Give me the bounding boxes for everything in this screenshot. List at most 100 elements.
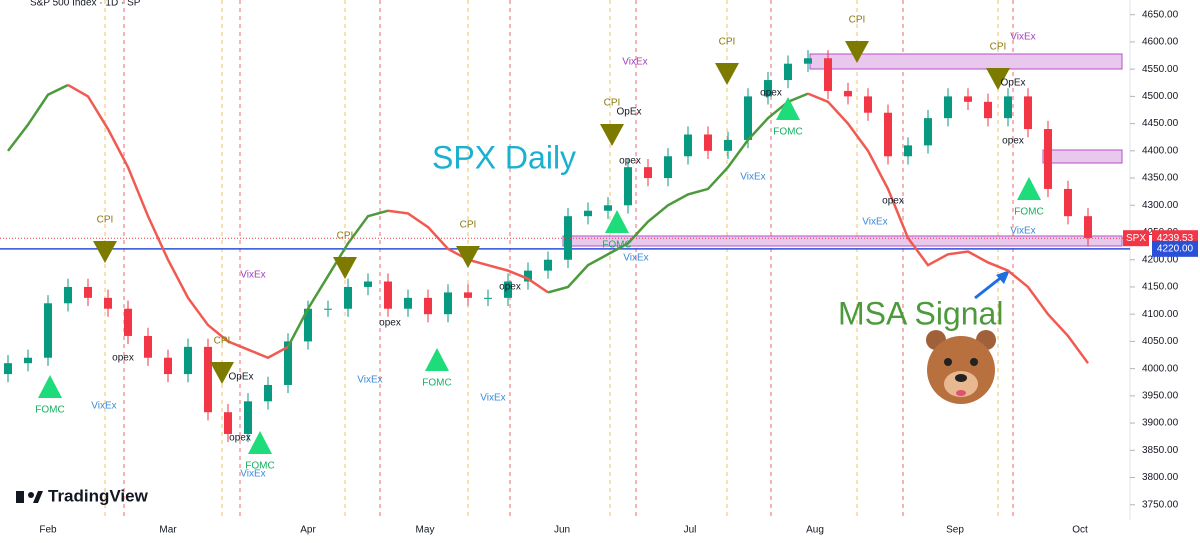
fomc-marker bbox=[248, 431, 272, 454]
y-tick-label: 4100.00 bbox=[1142, 309, 1179, 320]
y-tick-label: 4450.00 bbox=[1142, 118, 1179, 129]
candle-body bbox=[104, 297, 112, 309]
fomc-label: FOMC bbox=[35, 405, 64, 416]
signal-arrow bbox=[974, 274, 1004, 300]
y-tick-label: 4300.00 bbox=[1142, 200, 1179, 211]
y-tick-label: 3750.00 bbox=[1142, 499, 1179, 510]
candle-body bbox=[1044, 129, 1052, 189]
candle-body bbox=[504, 281, 512, 298]
candle-body bbox=[784, 63, 792, 81]
candle-body bbox=[964, 96, 972, 102]
cpi-marker bbox=[456, 246, 480, 268]
y-tick-label: 3950.00 bbox=[1142, 390, 1179, 401]
candle-body bbox=[924, 118, 932, 146]
candle-body bbox=[424, 297, 432, 315]
opex-label: opex bbox=[499, 282, 521, 293]
fomc-label: FOMC bbox=[773, 127, 802, 138]
candle-body bbox=[684, 134, 692, 157]
symbol-tag bbox=[1123, 230, 1149, 247]
opex-label: opex bbox=[619, 156, 641, 167]
x-tick-label: Oct bbox=[1072, 525, 1088, 536]
heading: SPX Daily bbox=[432, 139, 576, 175]
fomc-marker bbox=[605, 210, 629, 233]
cpi-label: CPI bbox=[337, 231, 354, 242]
candle-body bbox=[404, 297, 412, 309]
candle-body bbox=[4, 363, 12, 375]
cpi-label: CPI bbox=[97, 215, 114, 226]
candle-body bbox=[824, 58, 832, 91]
vixex-label: VixEx bbox=[1010, 32, 1035, 43]
candle-body bbox=[764, 80, 772, 97]
cpi-marker bbox=[210, 362, 234, 384]
candle-body bbox=[44, 303, 52, 358]
opex-label: OpEx bbox=[616, 107, 641, 118]
supply-zone bbox=[562, 235, 1123, 247]
candle-body bbox=[984, 101, 992, 119]
fomc-label: FOMC bbox=[422, 378, 451, 389]
cpi-label: CPI bbox=[214, 336, 231, 347]
candle-body bbox=[24, 357, 32, 364]
candle-body bbox=[124, 308, 132, 336]
cpi-marker bbox=[845, 41, 869, 63]
candle-body bbox=[904, 145, 912, 157]
opex-label: opex bbox=[379, 318, 401, 329]
vixex-label: VixEx bbox=[740, 172, 765, 183]
x-tick-label: Aug bbox=[806, 525, 824, 536]
vixex-label: VixEx bbox=[357, 375, 382, 386]
candle-body bbox=[304, 308, 312, 342]
vixex-label: VixEx bbox=[622, 57, 647, 68]
x-tick-label: Mar bbox=[159, 525, 177, 536]
vixex-label: VixEx bbox=[240, 469, 265, 480]
candle-body bbox=[144, 335, 152, 358]
opex-label: OpEx bbox=[1000, 78, 1025, 89]
candle-body bbox=[584, 210, 592, 217]
fomc-label: FOMC bbox=[1014, 207, 1043, 218]
candle-body bbox=[364, 281, 372, 287]
opex-label: opex bbox=[882, 196, 904, 207]
candle-body bbox=[224, 412, 232, 434]
candle-body bbox=[524, 270, 532, 282]
candle-body bbox=[324, 308, 332, 310]
opex-label: opex bbox=[760, 88, 782, 99]
logo bbox=[16, 491, 43, 503]
candle-body bbox=[64, 286, 72, 304]
candle-body bbox=[464, 292, 472, 298]
y-tick-label: 4500.00 bbox=[1142, 91, 1179, 102]
candle-body bbox=[884, 112, 892, 157]
opex-label: opex bbox=[1002, 136, 1024, 147]
fomc-marker bbox=[776, 97, 800, 120]
candle-body bbox=[1064, 188, 1072, 217]
signal-arrowhead bbox=[996, 270, 1010, 284]
cpi-label: CPI bbox=[849, 15, 866, 26]
vixex-label: VixEx bbox=[1010, 226, 1035, 237]
x-tick-label: Jul bbox=[684, 525, 697, 536]
opex-label: opex bbox=[229, 433, 251, 444]
price-tag-text: 4239.53 bbox=[1157, 233, 1194, 244]
candle-body bbox=[864, 96, 872, 113]
vixex-label: VixEx bbox=[91, 401, 116, 412]
opex-label: opex bbox=[112, 353, 134, 364]
candle-body bbox=[724, 139, 732, 151]
hline-tag-text: 4220.00 bbox=[1157, 243, 1194, 254]
y-tick-label: 4350.00 bbox=[1142, 173, 1179, 184]
x-tick-label: May bbox=[416, 525, 435, 536]
brand: TradingView bbox=[48, 486, 149, 505]
cpi-marker bbox=[333, 257, 357, 279]
candle-body bbox=[1004, 96, 1012, 119]
vixex-label: VixEx bbox=[240, 270, 265, 281]
y-tick-label: 4650.00 bbox=[1142, 9, 1179, 20]
candle-body bbox=[1084, 216, 1092, 238]
fomc-marker bbox=[38, 375, 62, 398]
y-tick-label: 3800.00 bbox=[1142, 472, 1179, 483]
candle-body bbox=[164, 357, 172, 375]
bear-icon bbox=[926, 330, 996, 404]
cpi-label: CPI bbox=[460, 220, 477, 231]
candle-body bbox=[1024, 96, 1032, 130]
candle-body bbox=[204, 346, 212, 413]
cpi-label: CPI bbox=[604, 98, 621, 109]
signal-label: MSA Signal bbox=[838, 295, 1003, 331]
supply-zone bbox=[1042, 149, 1123, 164]
x-tick-label: Apr bbox=[300, 525, 316, 536]
